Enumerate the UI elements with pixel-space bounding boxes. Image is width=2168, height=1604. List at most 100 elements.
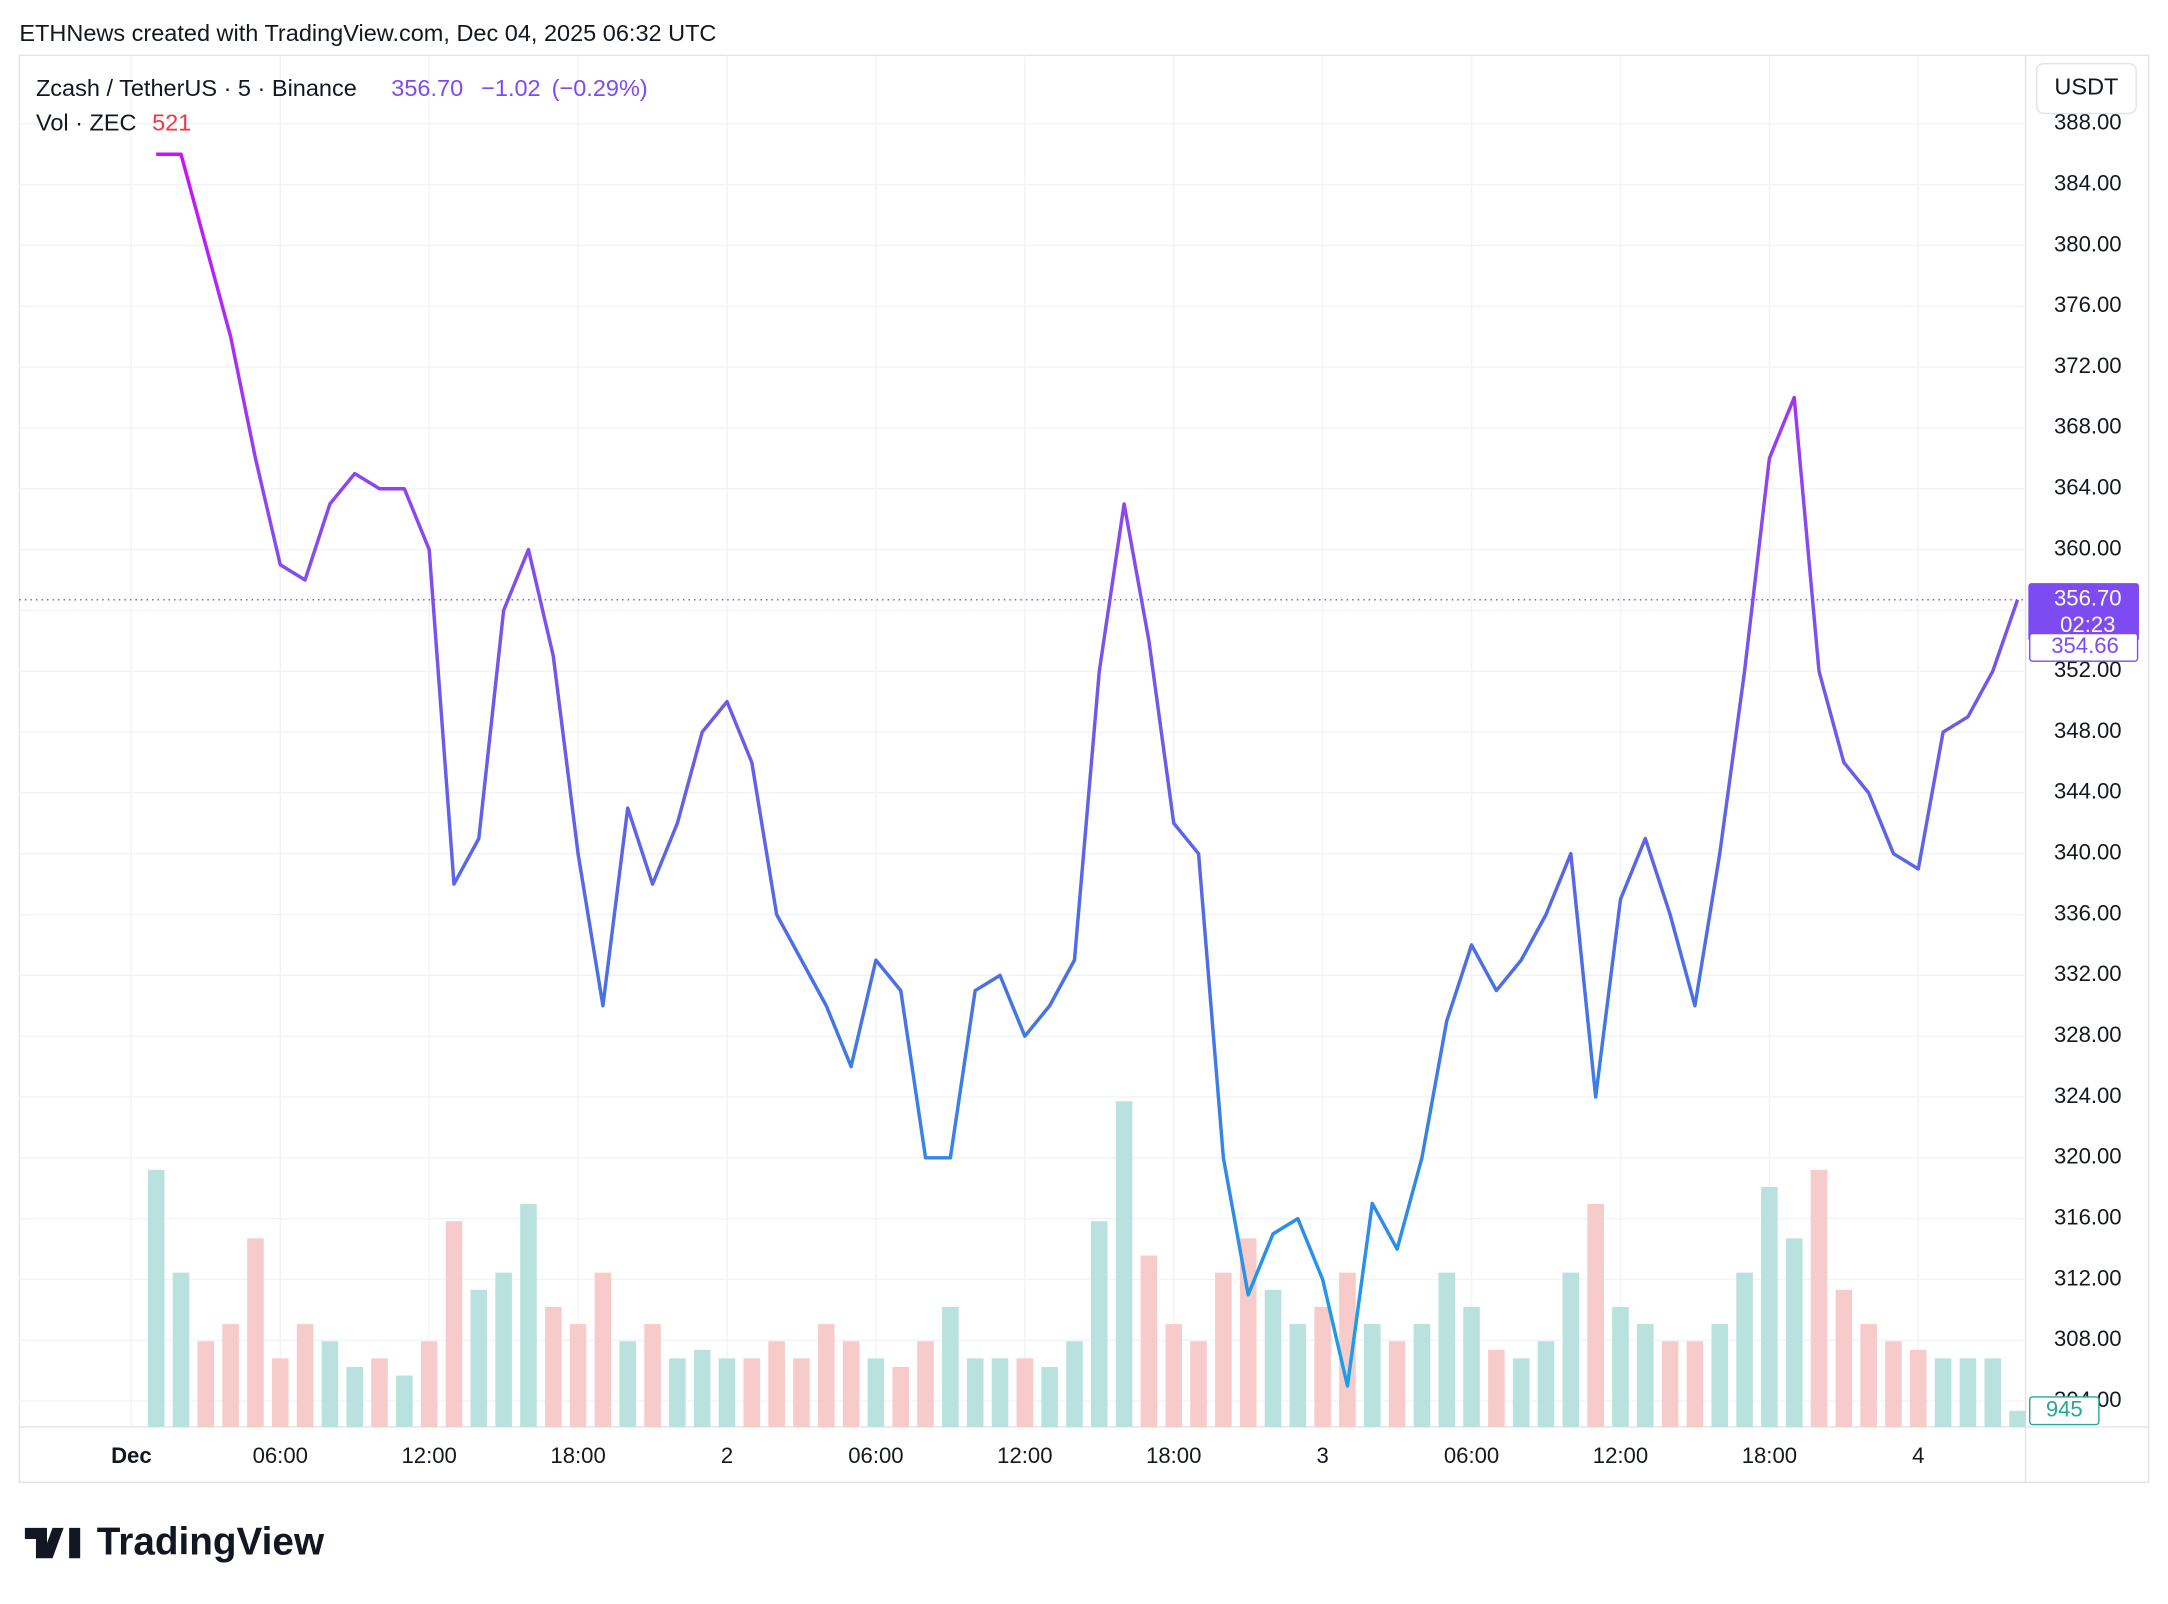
- volume-bar: [445, 1221, 463, 1427]
- x-tick-label: 18:00: [1742, 1443, 1797, 1468]
- volume-bar: [1562, 1272, 1580, 1427]
- volume-bar: [495, 1272, 512, 1427]
- y-tick-label: 368.00: [2054, 414, 2122, 439]
- volume-bar: [1885, 1341, 1902, 1427]
- y-tick-label: 328.00: [2054, 1022, 2122, 1047]
- volume-bar: [1438, 1272, 1456, 1427]
- y-tick-label: 320.00: [2054, 1144, 2122, 1169]
- header: ETHNews created with TradingView.com, De…: [19, 20, 716, 46]
- currency-button[interactable]: USDT: [2035, 62, 2137, 115]
- legend-change-pct: (−0.29%): [552, 75, 648, 101]
- y-tick-label: 308.00: [2054, 1326, 2122, 1351]
- x-tick-label: 18:00: [550, 1443, 605, 1468]
- volume-bar: [817, 1324, 835, 1427]
- volume-bar: [1909, 1349, 1927, 1427]
- y-tick-label: 340.00: [2054, 840, 2122, 865]
- y-tick-label: 348.00: [2054, 718, 2122, 743]
- volume-bar: [569, 1324, 587, 1427]
- volume-bar: [619, 1341, 637, 1427]
- brand-name: TradingView: [97, 1521, 325, 1564]
- x-tick-label: 3: [1316, 1443, 1328, 1468]
- volume-bar: [718, 1358, 736, 1427]
- volume-bar: [768, 1341, 785, 1427]
- legend: Zcash / TetherUS · 5 · Binance 356.70 −1…: [36, 75, 648, 136]
- volume-bar: [1711, 1324, 1729, 1427]
- volume-bar: [1686, 1341, 1704, 1427]
- x-tick-label: 18:00: [1146, 1443, 1201, 1468]
- x-tick-label: 06:00: [1444, 1443, 1499, 1468]
- y-tick-label: 384.00: [2054, 170, 2122, 195]
- volume-bar: [1190, 1341, 1207, 1427]
- x-tick-label: 06:00: [848, 1443, 903, 1468]
- volume-bar: [1785, 1238, 1803, 1427]
- legend-change: −1.02: [481, 75, 540, 101]
- y-tick-label: 316.00: [2054, 1204, 2122, 1229]
- reference-label: 354.66: [2051, 633, 2119, 658]
- volume-bar: [1413, 1324, 1431, 1427]
- volume-bar: [1140, 1255, 1158, 1427]
- price-label-box: [2028, 583, 2139, 642]
- volume-bar: [594, 1272, 612, 1427]
- y-tick-label: 344.00: [2054, 779, 2122, 804]
- x-tick-label: 12:00: [1593, 1443, 1648, 1468]
- y-tick-label: 336.00: [2054, 900, 2122, 925]
- volume-bar: [544, 1306, 562, 1427]
- x-tick-label: Dec: [111, 1443, 152, 1468]
- volume-bar: [321, 1341, 339, 1427]
- volume-bar: [1463, 1306, 1480, 1427]
- volume-legend: Vol · ZEC: [36, 110, 137, 136]
- volume-bar: [271, 1358, 289, 1427]
- volume-bar: [793, 1358, 810, 1427]
- brand-logo: [24, 1527, 81, 1559]
- legend-last: 356.70: [391, 75, 463, 101]
- volume-bar: [1016, 1358, 1034, 1427]
- volume-bar: [942, 1306, 959, 1427]
- volume-bar: [1512, 1358, 1530, 1427]
- y-tick-label: 364.00: [2054, 475, 2122, 500]
- volume-bar: [1289, 1324, 1307, 1427]
- volume-bar: [1761, 1186, 1778, 1427]
- volume-bar: [1636, 1324, 1654, 1427]
- volume-bar: [1388, 1341, 1406, 1427]
- volume-bar: [2009, 1410, 2026, 1427]
- currency-button-label[interactable]: USDT: [2054, 74, 2118, 100]
- volume-bar: [743, 1358, 761, 1427]
- price-series: [19, 152, 2026, 1388]
- currency-button-box[interactable]: [2035, 62, 2137, 115]
- volume-bar: [346, 1366, 364, 1427]
- y-tick-label: 376.00: [2054, 292, 2122, 317]
- volume-bar: [966, 1358, 984, 1427]
- volume-bar: [1661, 1341, 1679, 1427]
- volume-bar: [222, 1324, 239, 1427]
- volume-bar: [1587, 1204, 1604, 1427]
- volume-legend-value: 521: [152, 110, 191, 136]
- volume-bar: [1066, 1341, 1083, 1427]
- y-tick-label: 360.00: [2054, 535, 2122, 560]
- volume-bar: [470, 1289, 488, 1427]
- volume-bar: [296, 1324, 314, 1427]
- volume-bar: [1090, 1221, 1108, 1427]
- chart-frame: [18, 54, 2150, 1483]
- volume-bar: [1314, 1306, 1331, 1427]
- volume-bar: [867, 1358, 885, 1427]
- axes: 304.00308.00312.00316.00320.00324.00328.…: [111, 110, 2139, 1468]
- volume-bar: [147, 1169, 165, 1427]
- y-tick-label: 312.00: [2054, 1265, 2122, 1290]
- y-tick-label: 332.00: [2054, 961, 2122, 986]
- volume-bar: [420, 1341, 438, 1427]
- brand: TradingView: [24, 1521, 325, 1564]
- volume-bar: [520, 1204, 537, 1427]
- volume-bar: [371, 1358, 388, 1427]
- volume-bar: [693, 1349, 711, 1427]
- volume-bar: [1612, 1306, 1629, 1427]
- y-tick-label: 324.00: [2054, 1083, 2122, 1108]
- reference-box: [2029, 632, 2139, 662]
- volume-bar: [1810, 1169, 1828, 1427]
- volume-bar: [991, 1358, 1009, 1427]
- volume-bar: [1215, 1272, 1232, 1427]
- volume-bar: [1264, 1289, 1282, 1427]
- volume-bar: [197, 1341, 215, 1427]
- volume-bar: [1363, 1324, 1381, 1427]
